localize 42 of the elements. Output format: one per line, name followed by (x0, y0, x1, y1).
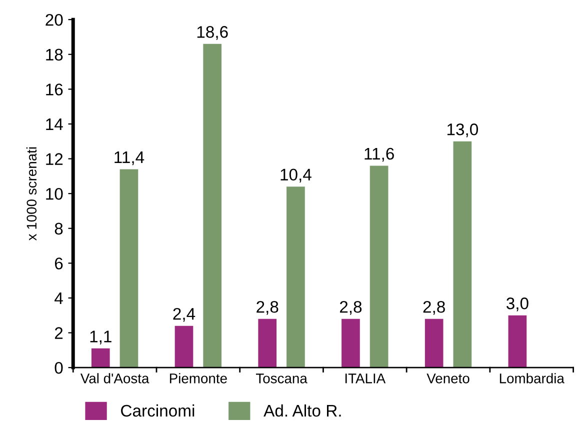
legend-label: Ad. Alto R. (264, 404, 341, 417)
y-tick-label: 20 (46, 14, 63, 26)
data-label: 2,8 (256, 300, 278, 315)
data-label: 2,8 (340, 300, 362, 315)
data-label: 13,0 (447, 124, 478, 138)
bar (258, 318, 277, 368)
y-tick-label: 14 (46, 118, 63, 130)
bar (508, 315, 527, 368)
y-tick-label: 2 (54, 327, 63, 339)
data-label: 10,4 (280, 168, 312, 183)
y-tick-label: 6 (54, 258, 63, 270)
y-tick-label: 18 (46, 48, 63, 61)
y-tick-label: 16 (46, 84, 63, 96)
bar (203, 44, 222, 368)
data-label: 2,8 (423, 300, 445, 315)
data-label: 2,4 (173, 308, 196, 322)
bar (370, 166, 388, 368)
y-tick-label: 12 (46, 153, 63, 165)
y-tick-label: 10 (46, 188, 63, 200)
x-tick-label: ITALIA (345, 374, 386, 384)
bar (91, 348, 110, 368)
x-tick-label: Piemonte (170, 373, 227, 384)
bar (174, 326, 194, 368)
bar (453, 141, 472, 368)
x-tick-label: Veneto (426, 374, 470, 384)
legend-label: Carcinomi (121, 404, 194, 417)
bar (342, 318, 360, 368)
data-label: 11,6 (364, 148, 394, 162)
bar (120, 169, 138, 368)
x-tick-label: Lombardia (500, 373, 564, 384)
y-tick-label: 8 (54, 222, 63, 235)
y-tick-label: 0 (54, 362, 63, 374)
x-tick-label: Toscana (256, 374, 308, 384)
bar (286, 186, 305, 368)
bar (424, 318, 444, 368)
data-label: 1,1 (90, 330, 112, 344)
data-label: 18,6 (197, 26, 228, 40)
y-axis-title: x 1000 screnati (26, 147, 37, 241)
data-label: 11,4 (114, 152, 144, 166)
x-tick-label: Val d'Aosta (80, 373, 150, 384)
y-tick-label: 4 (54, 292, 63, 304)
data-label: 3,0 (506, 298, 528, 312)
